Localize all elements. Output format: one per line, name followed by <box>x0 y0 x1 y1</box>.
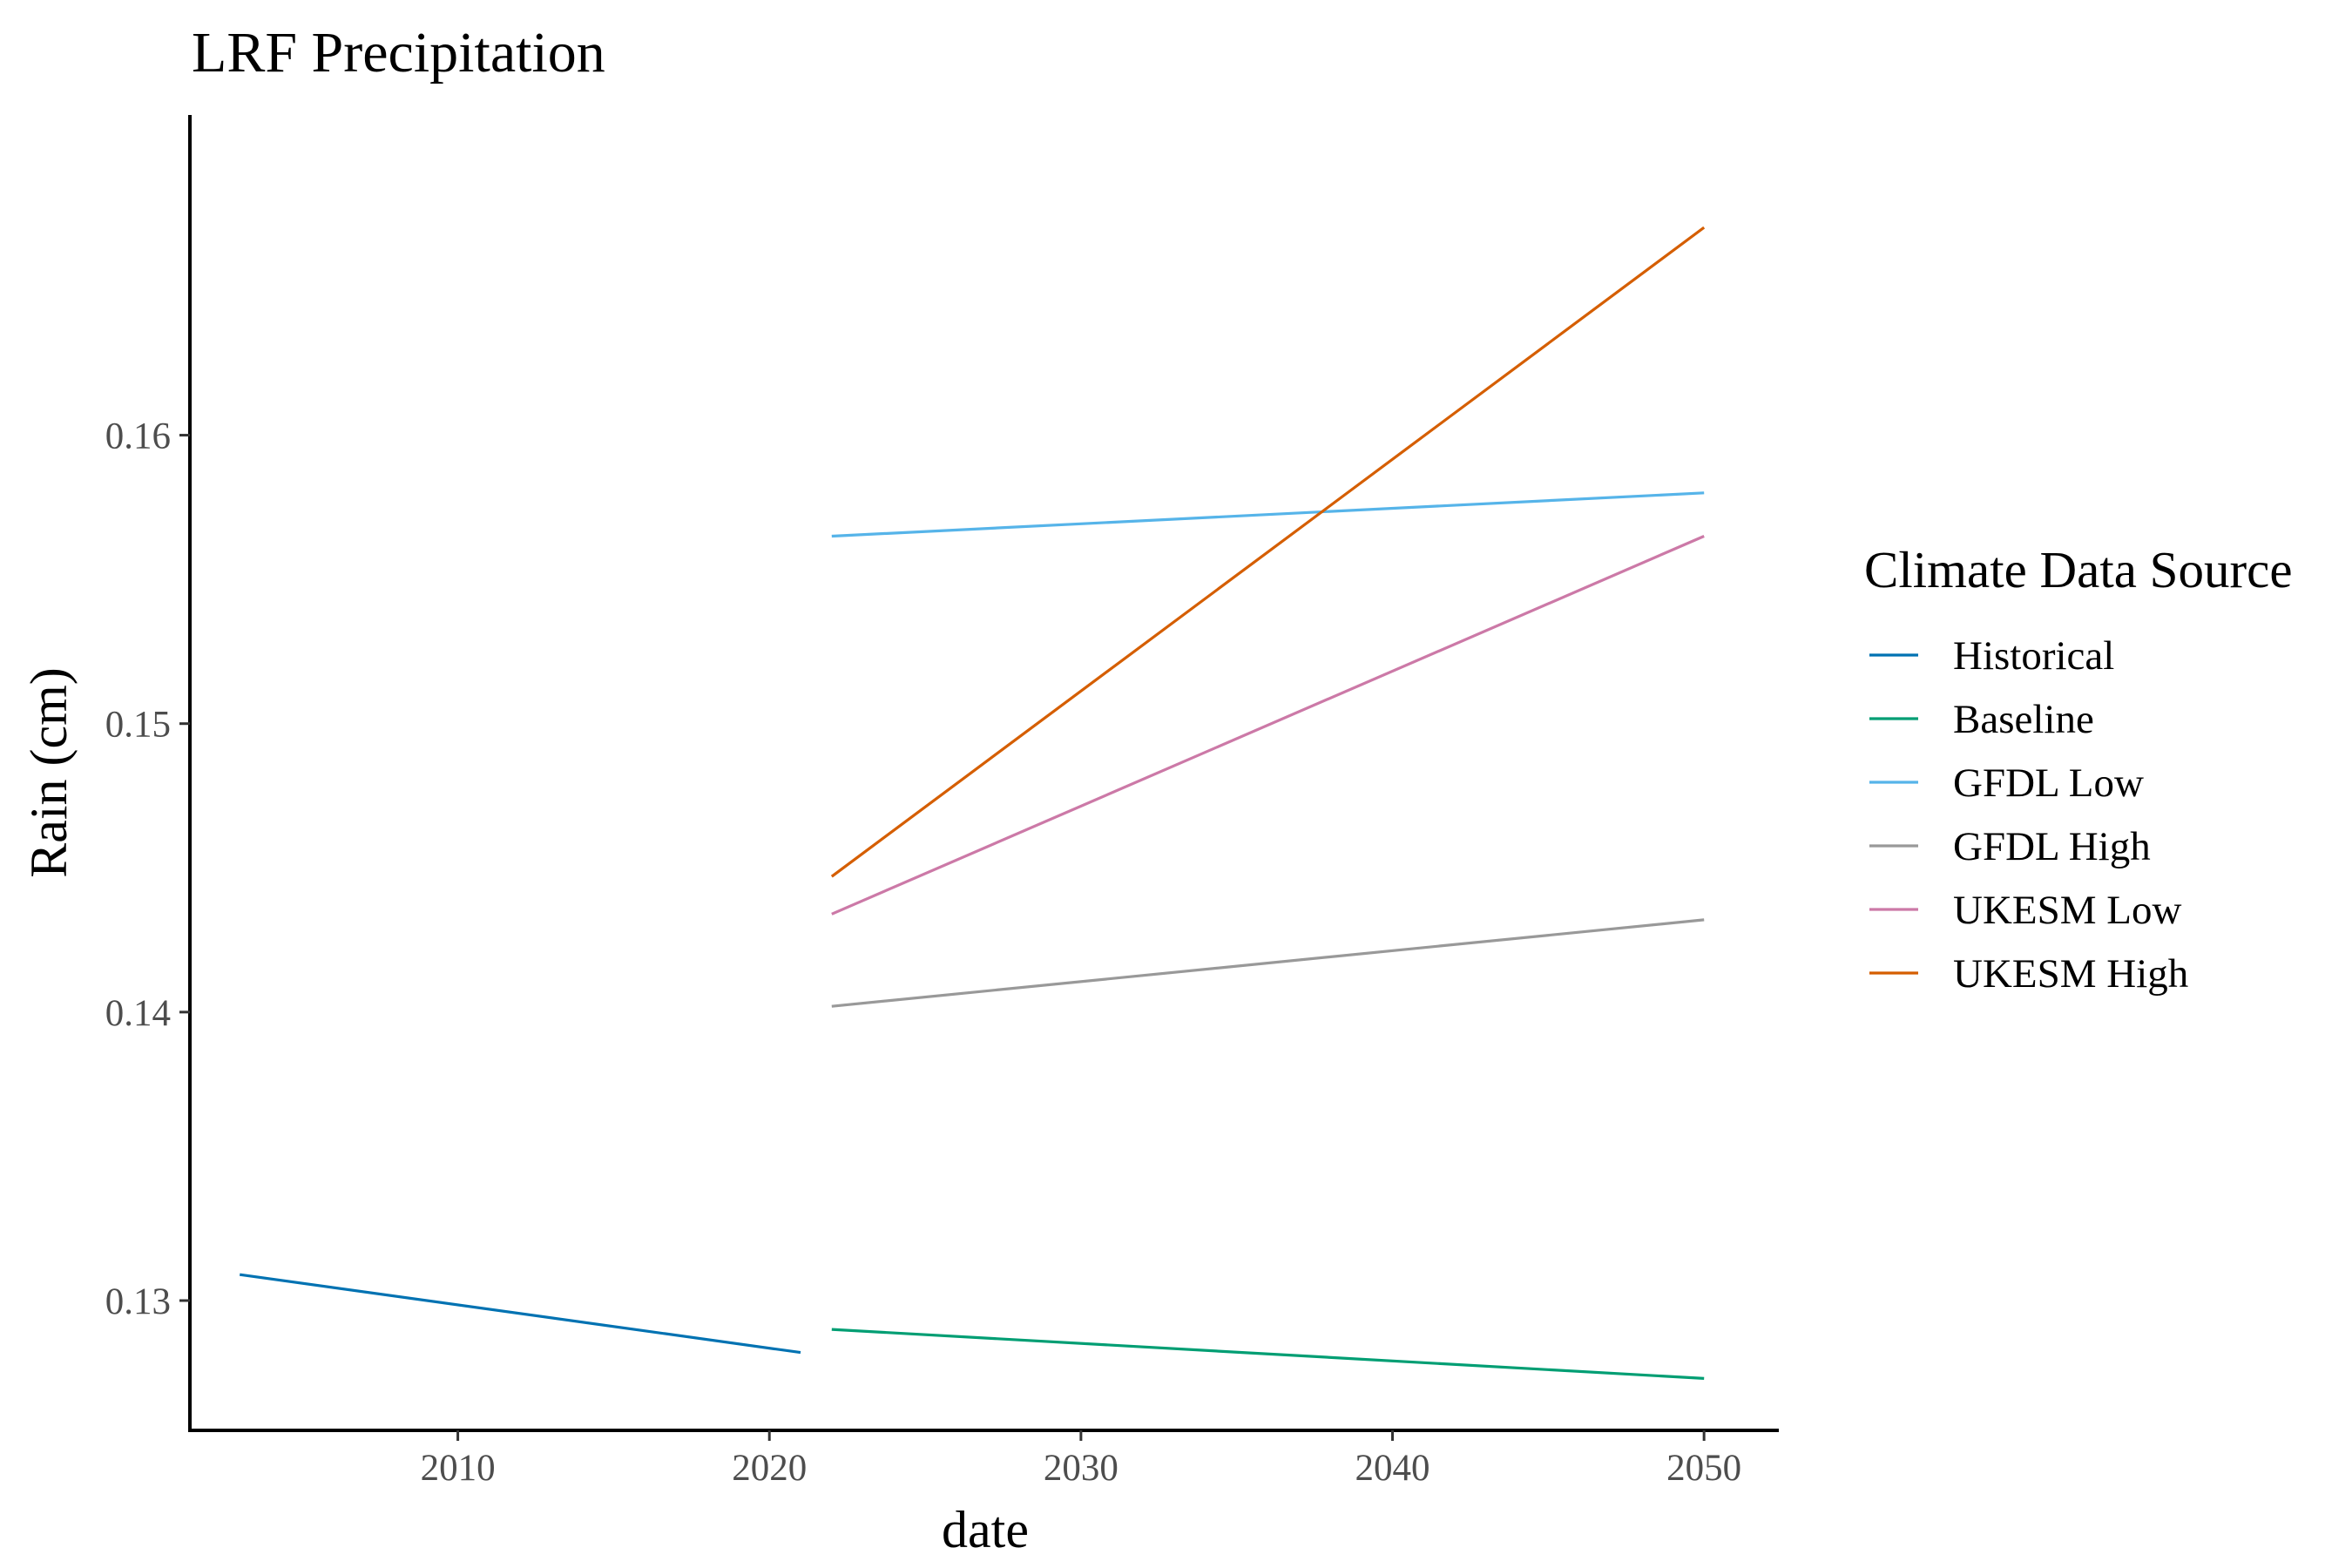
x-tick-label-2020: 2020 <box>732 1448 807 1489</box>
x-tick-label-2030: 2030 <box>1044 1448 1119 1489</box>
y-tick-label-0.13: 0.13 <box>105 1281 171 1322</box>
x-tick-label-2050: 2050 <box>1666 1448 1741 1489</box>
y-axis-ticks: 0.13 0.14 0.15 0.16 <box>105 416 190 1322</box>
series-line-historical <box>239 1273 801 1355</box>
legend-label-historical: Historical <box>1953 633 2114 679</box>
legend-label-ukesm-high: UKESM High <box>1953 951 2188 997</box>
x-axis-title: date <box>942 1501 1029 1558</box>
x-tick-label-2040: 2040 <box>1355 1448 1430 1489</box>
legend-label-gfdl-high: GFDL High <box>1953 824 2151 869</box>
legend-items: Historical Baseline GFDL Low GFDL High UKESM… <box>1869 633 2188 997</box>
series-line-baseline <box>831 1328 1705 1380</box>
legend-label-baseline: Baseline <box>1953 697 2094 742</box>
series-line-gfdl-low <box>831 491 1705 538</box>
series-line-ukesm-high <box>830 226 1706 878</box>
legend-title: Climate Data Source <box>1864 541 2293 598</box>
y-tick-label-0.14: 0.14 <box>105 993 171 1034</box>
series-line-gfdl-high <box>831 918 1705 1008</box>
y-axis-title: Rain (cm) <box>20 667 78 878</box>
y-tick-label-0.16: 0.16 <box>105 416 171 457</box>
legend-label-ukesm-low: UKESM Low <box>1953 888 2181 933</box>
series-line-ukesm-low <box>831 535 1705 916</box>
legend-label-gfdl-low: GFDL Low <box>1953 760 2144 806</box>
x-tick-label-2010: 2010 <box>421 1448 496 1489</box>
y-tick-label-0.15: 0.15 <box>105 705 171 746</box>
legend: Climate Data Source Historical Baseline GF… <box>1864 541 2293 997</box>
x-axis-ticks: 2010 2020 2030 2040 2050 <box>421 1430 1741 1489</box>
series-layer <box>239 226 1706 1380</box>
chart-title: LRF Precipitation <box>192 21 605 84</box>
